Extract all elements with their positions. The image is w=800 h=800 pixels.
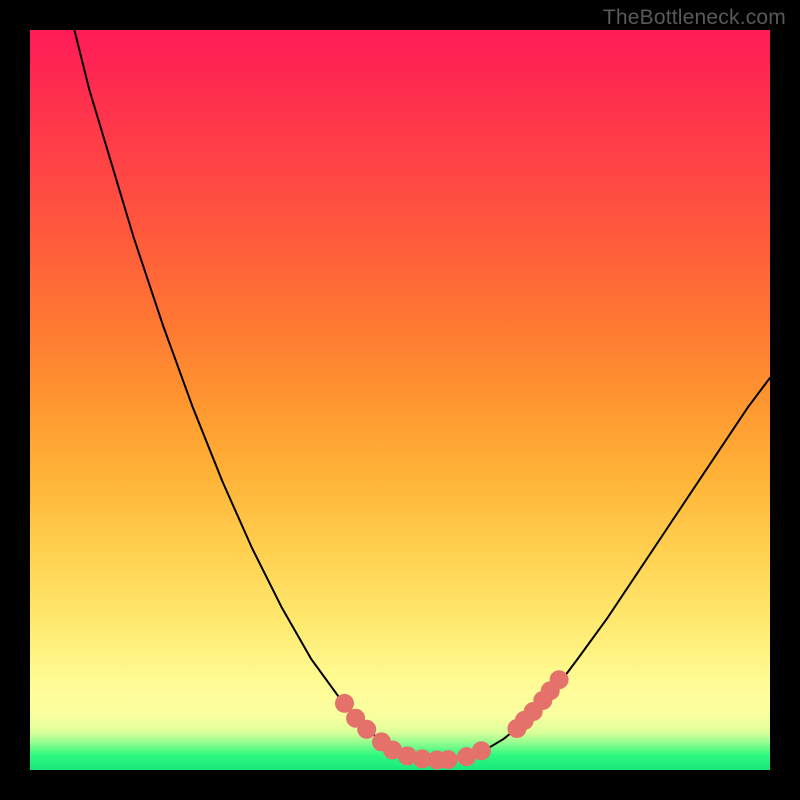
plot-area bbox=[30, 30, 770, 770]
curve-marker bbox=[472, 741, 491, 760]
watermark-label: TheBottleneck.com bbox=[603, 6, 786, 30]
chart-svg bbox=[30, 30, 770, 770]
gradient-background bbox=[30, 30, 770, 770]
curve-marker bbox=[550, 670, 569, 689]
chart-root: TheBottleneck.com bbox=[0, 0, 800, 800]
curve-marker bbox=[357, 720, 376, 739]
curve-marker bbox=[439, 750, 458, 769]
